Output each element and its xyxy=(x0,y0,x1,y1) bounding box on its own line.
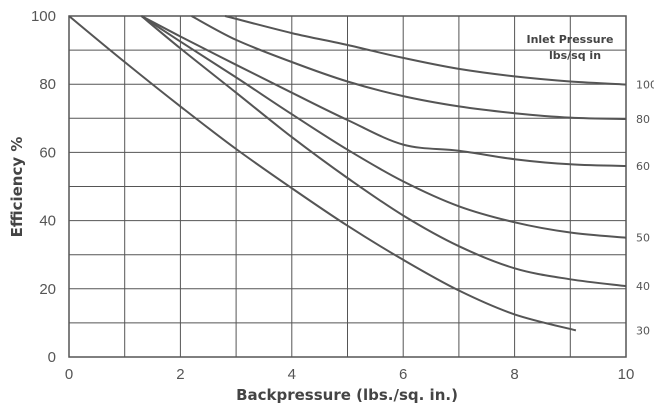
y-tick-label: 40 xyxy=(39,213,56,230)
plot-frame xyxy=(68,15,627,358)
series-line-50 xyxy=(140,15,627,239)
y-tick-label: 0 xyxy=(48,349,56,366)
series-line-80 xyxy=(191,15,627,120)
y-tick-label: 100 xyxy=(31,8,56,25)
grid xyxy=(69,16,626,357)
y-axis-title: Efficiency % xyxy=(8,137,26,238)
series-line-100 xyxy=(224,15,627,86)
series-labels: 100 80 60 50 40 30 xyxy=(636,79,654,338)
series-label-30: 30 xyxy=(636,324,650,337)
series-label-80: 80 xyxy=(636,113,650,126)
series-label-100: 100 xyxy=(636,79,654,92)
series-line-30 xyxy=(68,15,577,332)
series-curves xyxy=(68,15,627,332)
series-label-40: 40 xyxy=(636,280,650,293)
x-tick-label: 8 xyxy=(510,366,518,383)
y-tick-labels: 0 20 40 60 80 100 xyxy=(31,8,56,366)
x-tick-label: 2 xyxy=(176,366,184,383)
legend-title-line-2: lbs/sq in xyxy=(549,49,601,62)
y-tick-label: 80 xyxy=(39,76,56,93)
series-line-40 xyxy=(140,15,627,288)
legend-title-line-1: Inlet Pressure xyxy=(526,33,613,46)
x-tick-label: 10 xyxy=(618,366,635,383)
series-label-60: 60 xyxy=(636,160,650,173)
series-line-60 xyxy=(140,15,627,167)
x-tick-labels: 0 2 4 6 8 10 xyxy=(65,366,635,383)
y-tick-label: 20 xyxy=(39,281,56,298)
y-tick-label: 60 xyxy=(39,144,56,161)
x-tick-label: 6 xyxy=(399,366,407,383)
x-tick-label: 0 xyxy=(65,366,73,383)
x-tick-label: 4 xyxy=(288,366,296,383)
series-label-50: 50 xyxy=(636,232,650,245)
x-axis-title: Backpressure (lbs./sq. in.) xyxy=(236,386,458,404)
